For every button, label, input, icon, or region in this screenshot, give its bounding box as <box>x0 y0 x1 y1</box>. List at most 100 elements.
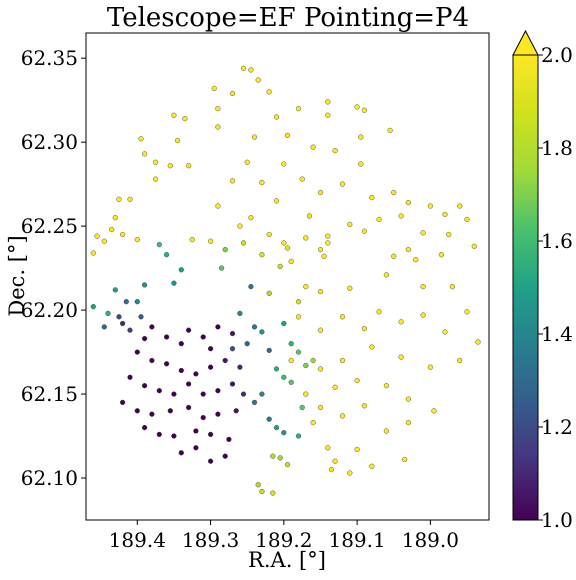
scatter-point <box>175 137 181 144</box>
scatter-point <box>138 314 144 320</box>
scatter-point <box>251 324 258 330</box>
scatter-point <box>347 285 353 291</box>
scatter-point <box>178 450 184 456</box>
scatter-point <box>288 379 294 385</box>
scatter-point <box>186 327 192 333</box>
scatter-point <box>464 216 470 223</box>
scatter-point <box>182 115 188 122</box>
scatter-point <box>288 341 294 347</box>
scatter-point <box>119 320 126 327</box>
scatter-point <box>288 357 294 364</box>
y-axis-label: Dec. [°] <box>5 235 29 316</box>
scatter-point <box>325 99 331 105</box>
scatter-point <box>438 252 445 258</box>
scatter-point <box>281 430 287 436</box>
colorbar: 1.0 1.2 1.4 1.6 1.8 2.0 <box>512 29 573 532</box>
scatter-point <box>299 404 305 411</box>
scatter-point <box>317 327 324 333</box>
scatter-point <box>347 221 353 228</box>
scatter-point <box>105 310 111 317</box>
scatter-point <box>398 354 404 360</box>
scatter-point <box>295 314 302 320</box>
scatter-point <box>339 314 346 320</box>
scatter-point <box>449 284 456 290</box>
scatter-point <box>219 265 225 271</box>
scatter-point <box>200 391 206 397</box>
scatter-point <box>266 416 272 422</box>
scatter-point <box>405 396 412 402</box>
scatter-point <box>208 364 214 370</box>
scatter-point <box>284 132 291 139</box>
scatter-point <box>101 324 107 330</box>
scatter-point <box>244 341 250 347</box>
scatter-point <box>142 282 148 288</box>
scatter-point <box>259 329 265 335</box>
scatter-point <box>306 213 313 219</box>
scatter-point <box>229 346 236 352</box>
scatter-point <box>354 104 360 110</box>
x-tick-label: 189.1 <box>328 528 385 552</box>
scatter-point <box>156 242 162 248</box>
scatter-point <box>347 470 353 476</box>
scatter-point <box>259 391 265 397</box>
scatter-point <box>273 114 280 120</box>
scatter-point <box>237 223 243 229</box>
scatter-point <box>240 391 247 397</box>
scatter-point <box>156 431 162 438</box>
scatter-point <box>358 134 364 140</box>
scatter-point <box>127 196 133 202</box>
scatter-point <box>317 247 324 253</box>
scatter-point <box>321 253 327 259</box>
scatter-point <box>156 388 162 394</box>
scatter-point <box>332 458 338 464</box>
scatter-point <box>277 263 283 270</box>
scatter-point <box>317 404 324 411</box>
scatter-point <box>142 151 148 157</box>
y-tick-label: 62.25 <box>21 214 78 238</box>
scatter-point <box>237 310 243 317</box>
scatter-point <box>405 247 412 253</box>
scatter-point <box>270 453 276 459</box>
scatter-point <box>215 124 221 130</box>
scatter-point <box>339 357 346 364</box>
scatter-point <box>127 327 133 333</box>
scatter-point <box>457 203 463 209</box>
scatter-point <box>299 176 305 182</box>
scatter-point <box>178 367 184 374</box>
scatter-point <box>303 362 309 369</box>
scatter-point <box>295 349 302 355</box>
colorbar-tick-label: 1.0 <box>541 508 573 532</box>
scatter-point <box>420 284 426 290</box>
scatter-point <box>442 329 448 335</box>
scatter-point <box>427 203 434 209</box>
scatter-point <box>339 181 346 187</box>
scatter-point <box>251 399 258 406</box>
scatter-point <box>193 428 199 434</box>
scatter-point <box>240 240 247 246</box>
scatter-point <box>90 304 96 310</box>
data-points <box>90 65 481 496</box>
x-axis-label: R.A. [°] <box>248 548 326 572</box>
scatter-point <box>248 284 254 290</box>
scatter-point <box>200 415 206 421</box>
scatter-point <box>167 163 173 169</box>
scatter-point <box>229 178 236 184</box>
x-tick-label: 189.2 <box>255 528 312 552</box>
scatter-point <box>471 243 477 249</box>
scatter-point <box>222 453 228 459</box>
scatter-point <box>369 344 375 350</box>
scatter-point <box>193 371 199 377</box>
scatter-point <box>222 357 228 364</box>
scatter-point <box>431 408 437 414</box>
scatter-point <box>303 391 309 397</box>
scatter-point <box>127 374 133 380</box>
scatter-point <box>164 252 170 258</box>
scatter-point <box>420 230 426 236</box>
scatter-point <box>226 436 232 443</box>
scatter-point <box>149 324 155 330</box>
scatter-point <box>186 163 192 169</box>
x-tick-label: 189.4 <box>109 528 166 552</box>
scatter-point <box>361 326 368 332</box>
scatter-point <box>405 420 412 426</box>
scatter-point <box>303 284 309 290</box>
